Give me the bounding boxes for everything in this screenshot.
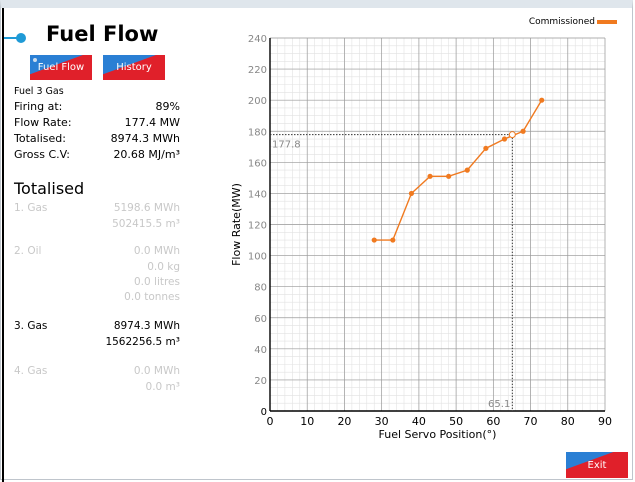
info-label-gross-cv: Gross C.V:	[14, 148, 71, 161]
y-tick-label: 80	[254, 283, 267, 294]
data-point	[501, 136, 508, 142]
fuel-flow-button-label: Fuel Flow	[37, 62, 85, 73]
history-button[interactable]: History	[103, 55, 165, 80]
totalised-group-1-value-1: 5198.6 MWh	[113, 202, 180, 214]
totalised-group-3-value-2: 1562256.5 m³	[105, 336, 180, 348]
totalised-group-4-value-2: 0.0 m³	[145, 381, 180, 393]
data-point	[371, 237, 377, 243]
legend-swatch	[597, 20, 617, 24]
y-tick-label: 200	[248, 96, 267, 107]
info-label-flow-rate: Flow Rate:	[14, 116, 72, 129]
y-tick-label: 0	[261, 407, 267, 418]
x-tick-label: 10	[300, 415, 314, 428]
info-value-flow-rate: 177.4 MW	[124, 116, 180, 129]
info-label-totalised: Totalised:	[14, 132, 66, 145]
info-value-firing: 89%	[155, 100, 180, 113]
legend-label: Commissioned	[528, 17, 595, 27]
totalised-group-3-name: 3. Gas	[14, 320, 48, 332]
x-tick-label: 80	[561, 415, 575, 428]
fuel-name: Fuel 3 Gas	[14, 86, 64, 97]
y-tick-label: 180	[248, 127, 267, 138]
totalised-group-2-value-2: 0.0 kg	[147, 261, 180, 273]
totalised-group-1-value-2: 502415.5 m³	[112, 218, 180, 230]
data-point	[427, 173, 433, 179]
x-tick-label: 70	[524, 415, 538, 428]
y-tick-label: 220	[248, 65, 267, 76]
data-point	[520, 128, 526, 134]
y-tick-label: 240	[248, 34, 267, 45]
totalised-group-3-value-1: 8974.3 MWh	[113, 320, 180, 332]
fuel-flow-button[interactable]: Fuel Flow	[30, 55, 92, 80]
totalised-group-2-value-4: 0.0 tonnes	[124, 291, 180, 303]
page-title: Fuel Flow	[46, 22, 159, 46]
data-point	[408, 190, 415, 197]
y-tick-label: 120	[248, 221, 267, 232]
totalised-group-4-value-1: 0.0 MWh	[133, 365, 180, 377]
y-tick-label: 140	[248, 189, 267, 200]
data-point	[390, 237, 396, 243]
y-tick-label: 60	[254, 314, 267, 325]
x-tick-label: 60	[486, 415, 500, 428]
exit-button[interactable]: Exit	[566, 452, 628, 478]
data-point	[446, 173, 452, 179]
marker-y-label: 177.8	[272, 140, 301, 151]
y-tick-label: 20	[254, 376, 267, 387]
x-tick-label: 90	[598, 415, 612, 428]
y-tick-label: 160	[248, 158, 267, 169]
x-axis-label: Fuel Servo Position(°)	[379, 428, 497, 441]
totalised-group-2-value-1: 0.0 MWh	[133, 245, 180, 257]
exit-button-label: Exit	[587, 459, 607, 471]
y-axis-label: Flow Rate(MW)	[230, 183, 243, 266]
history-button-label: History	[116, 62, 152, 73]
totalised-group-2-name: 2. Oil	[14, 245, 42, 257]
x-tick-label: 50	[449, 415, 463, 428]
marker-point	[508, 131, 516, 139]
title-bullet-icon	[16, 33, 26, 43]
info-label-firing: Firing at:	[14, 100, 63, 113]
data-point	[539, 97, 545, 103]
data-point	[483, 145, 489, 151]
totalised-group-2-value-3: 0.0 litres	[133, 276, 180, 288]
x-tick-label: 0	[267, 415, 274, 428]
title-connector	[4, 37, 18, 39]
data-point	[464, 167, 470, 173]
y-tick-label: 40	[254, 345, 267, 356]
info-value-gross-cv: 20.68 MJ/m³	[113, 148, 180, 161]
x-tick-label: 30	[375, 415, 389, 428]
active-indicator-icon	[33, 58, 37, 62]
x-tick-label: 20	[337, 415, 351, 428]
y-tick-label: 100	[248, 252, 267, 263]
info-value-totalised: 8974.3 MWh	[110, 132, 180, 145]
marker-x-label: 65.1	[488, 399, 510, 410]
totalised-group-1-name: 1. Gas	[14, 202, 48, 214]
left-border	[2, 8, 4, 482]
totalised-heading: Totalised	[14, 179, 85, 198]
x-tick-label: 40	[412, 415, 426, 428]
totalised-group-4-name: 4. Gas	[14, 365, 48, 377]
